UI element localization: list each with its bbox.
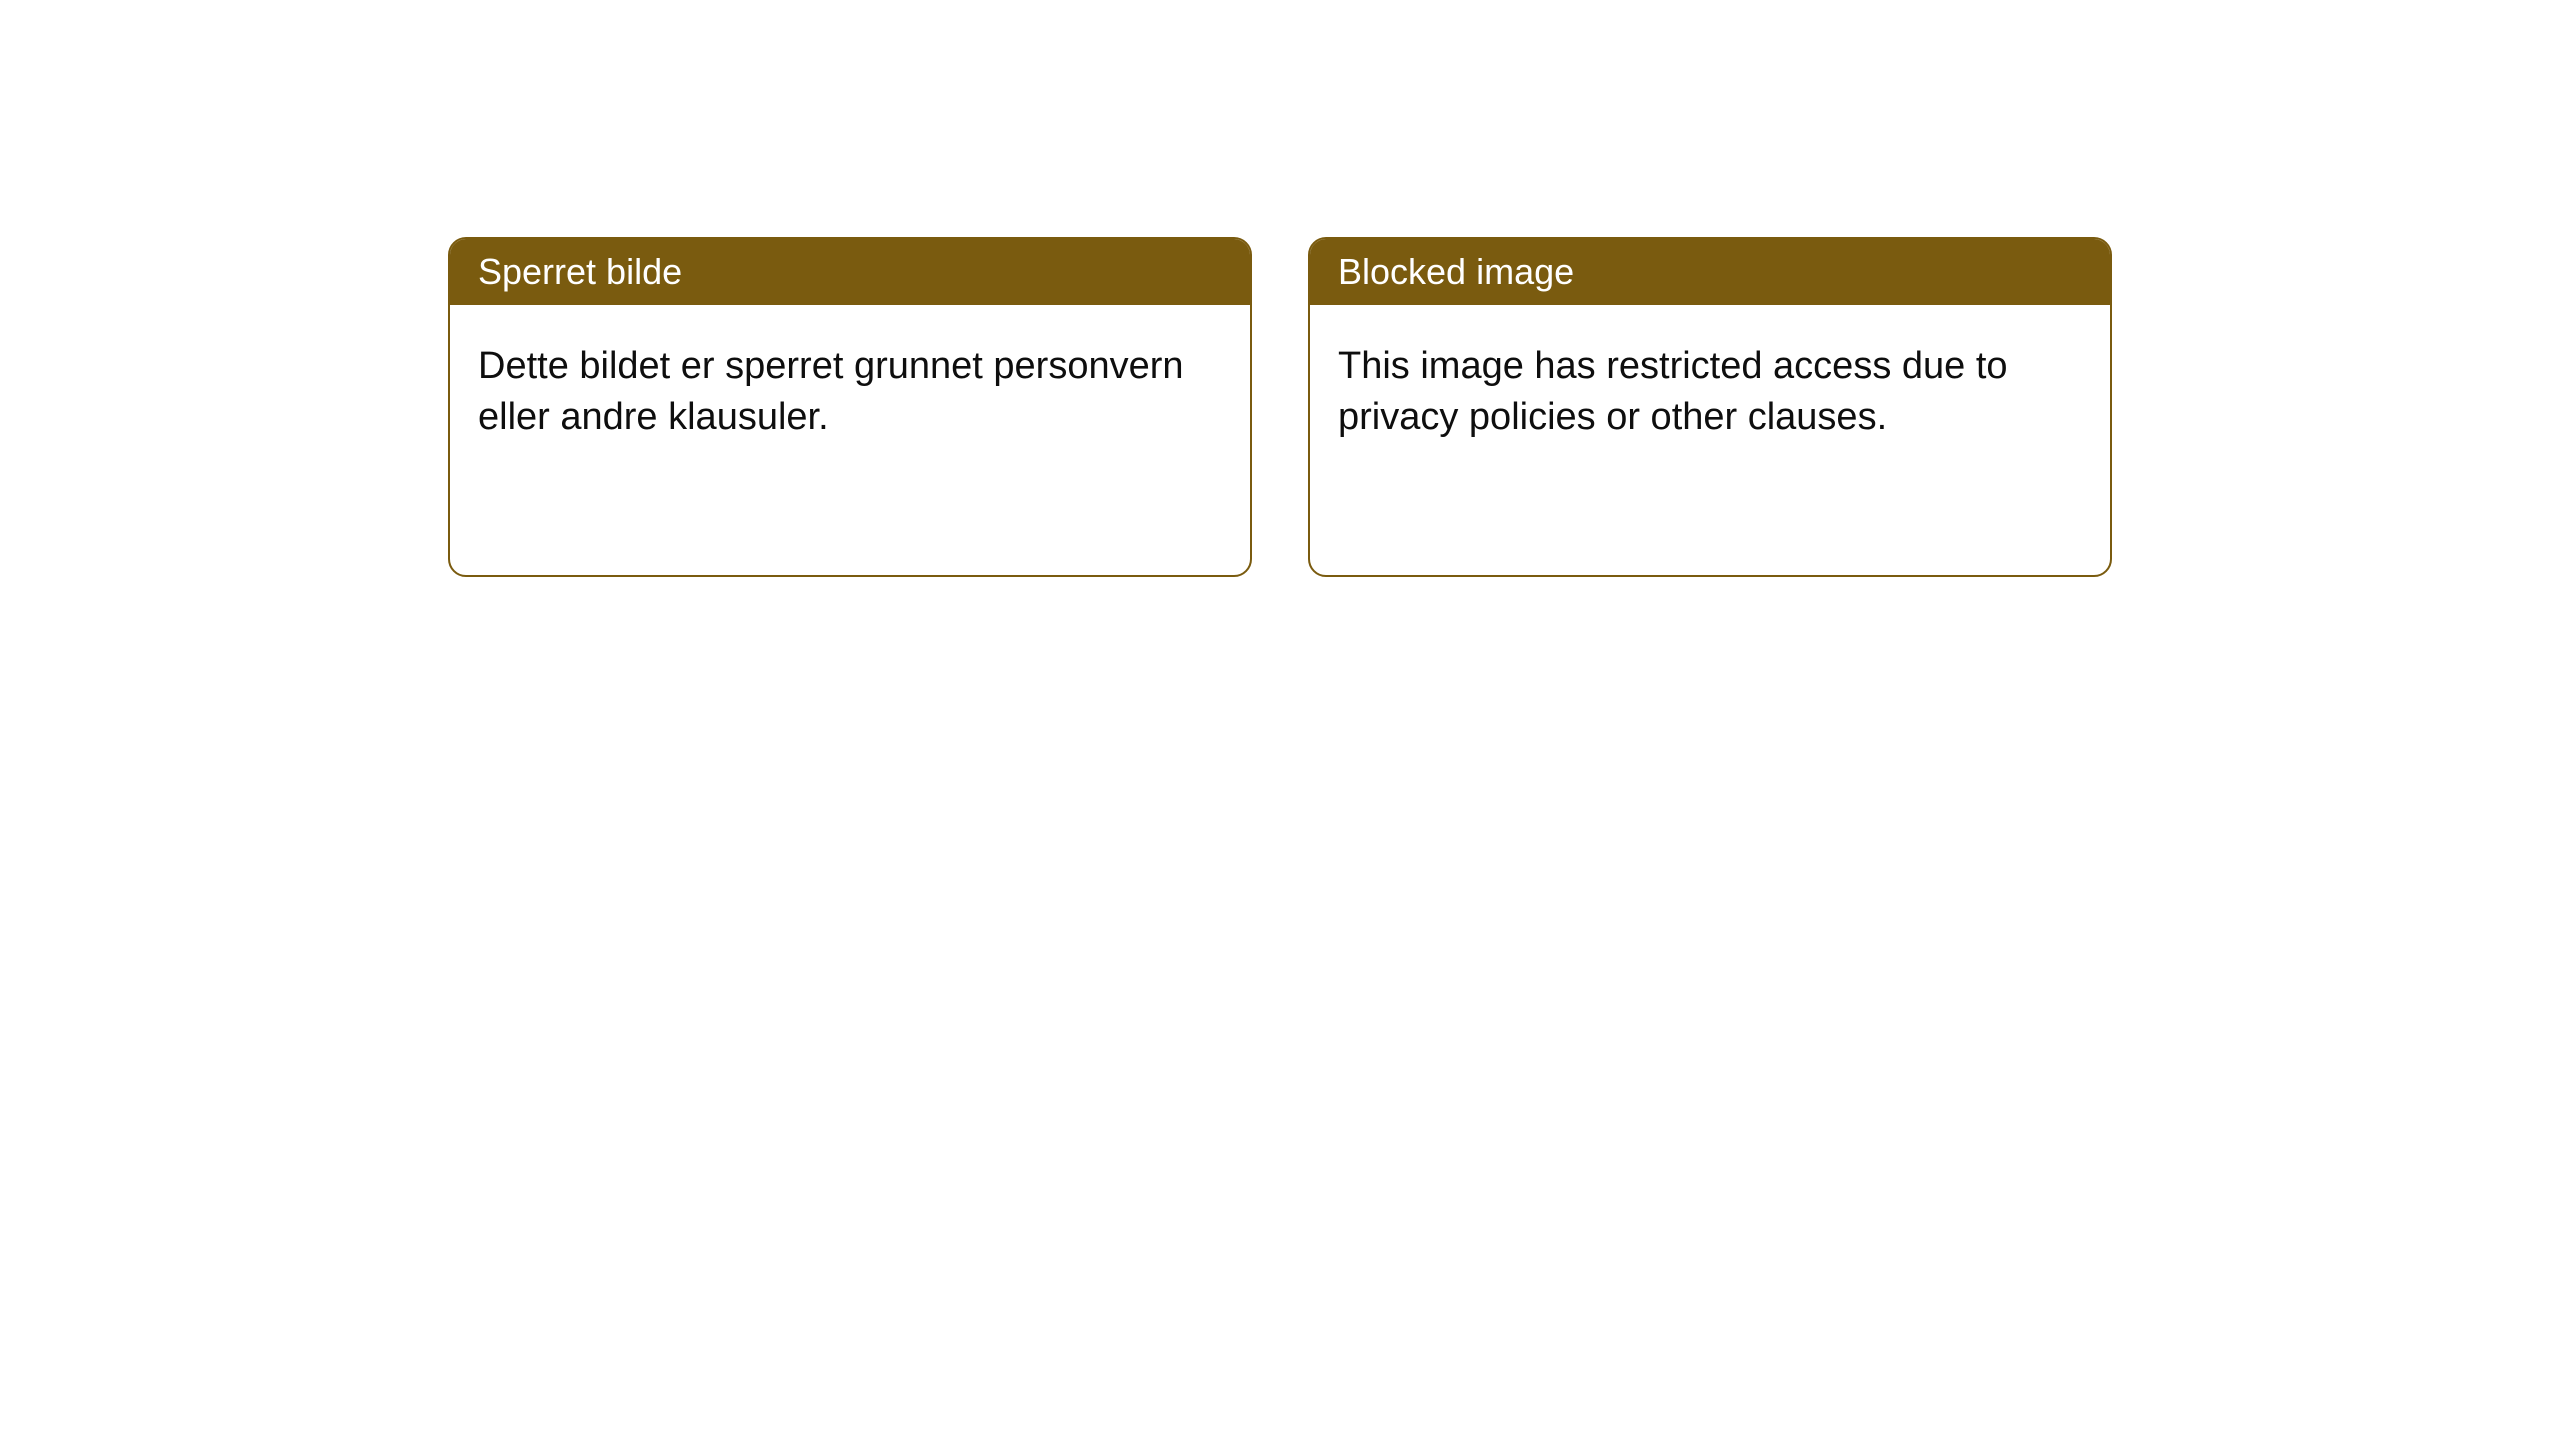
notice-card-norwegian: Sperret bilde Dette bildet er sperret gr… (448, 237, 1252, 577)
card-title: Sperret bilde (478, 251, 682, 292)
card-message: This image has restricted access due to … (1338, 345, 2008, 438)
card-title: Blocked image (1338, 251, 1574, 292)
card-header: Sperret bilde (450, 239, 1250, 305)
card-header: Blocked image (1310, 239, 2110, 305)
card-body: This image has restricted access due to … (1310, 305, 2110, 480)
card-message: Dette bildet er sperret grunnet personve… (478, 345, 1184, 438)
notice-cards-container: Sperret bilde Dette bildet er sperret gr… (448, 237, 2112, 577)
card-body: Dette bildet er sperret grunnet personve… (450, 305, 1250, 480)
notice-card-english: Blocked image This image has restricted … (1308, 237, 2112, 577)
